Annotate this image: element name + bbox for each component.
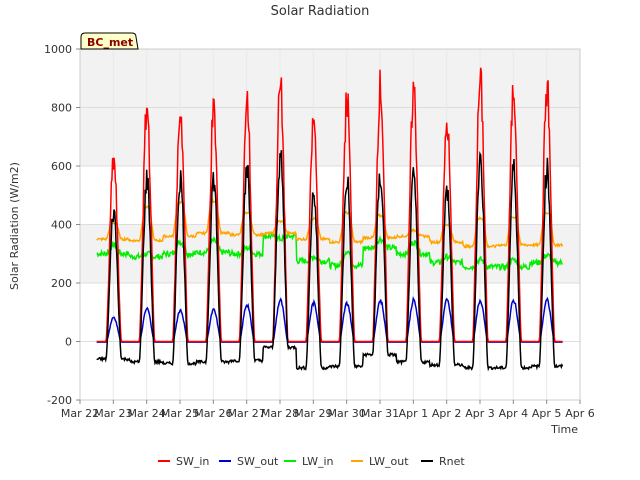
legend-label-sw-out: SW_out (237, 455, 279, 468)
station-badge: BC_met (80, 32, 139, 50)
x-tick-label: Apr 6 (565, 407, 595, 420)
x-tick-label: Mar 30 (328, 407, 366, 420)
x-tick-label: Mar 28 (261, 407, 299, 420)
legend-label-lw-out: LW_out (369, 455, 409, 468)
x-tick-label: Mar 25 (161, 407, 199, 420)
y-tick-label: 800 (51, 102, 72, 115)
x-axis-label: Time (550, 423, 578, 436)
x-tick-label: Mar 24 (128, 407, 166, 420)
x-tick-label: Mar 22 (61, 407, 99, 420)
y-axis-label: Solar Radiation (W/m2) (8, 162, 21, 290)
legend-label-rnet: Rnet (439, 455, 465, 468)
x-tick-label: Apr 2 (432, 407, 462, 420)
y-tick-label: 1000 (44, 43, 72, 56)
x-tick-label: Mar 31 (361, 407, 399, 420)
series-layer (96, 67, 564, 372)
x-tick-label: Mar 23 (94, 407, 132, 420)
x-tick-label: Apr 4 (499, 407, 529, 420)
legend-label-sw-in: SW_in (176, 455, 209, 468)
y-tick-label: 0 (65, 336, 72, 349)
series-line-sw-in (96, 67, 563, 343)
legend-label-lw-in: LW_in (302, 455, 334, 468)
band (80, 224, 580, 283)
legend: SW_in SW_out LW_in LW_out Rnet (158, 455, 465, 468)
band (80, 107, 580, 166)
chart-title: Solar Radiation (271, 4, 370, 19)
x-tick-label: Apr 1 (399, 407, 429, 420)
band (80, 49, 580, 108)
series-line-rnet (96, 150, 564, 372)
y-tick-label: 400 (51, 219, 72, 232)
x-tick-label: Mar 26 (194, 407, 232, 420)
x-tick-label: Mar 27 (228, 407, 266, 420)
x-tick-label: Mar 29 (294, 407, 332, 420)
x-tick-label: Apr 5 (532, 407, 562, 420)
station-badge-label: BC_met (87, 36, 133, 49)
y-axis-ticks: -200 0 200 400 600 800 1000 (44, 43, 80, 407)
x-tick-label: Apr 3 (465, 407, 495, 420)
y-tick-label: 600 (51, 160, 72, 173)
y-tick-label: -200 (47, 394, 72, 407)
y-tick-label: 200 (51, 277, 72, 290)
